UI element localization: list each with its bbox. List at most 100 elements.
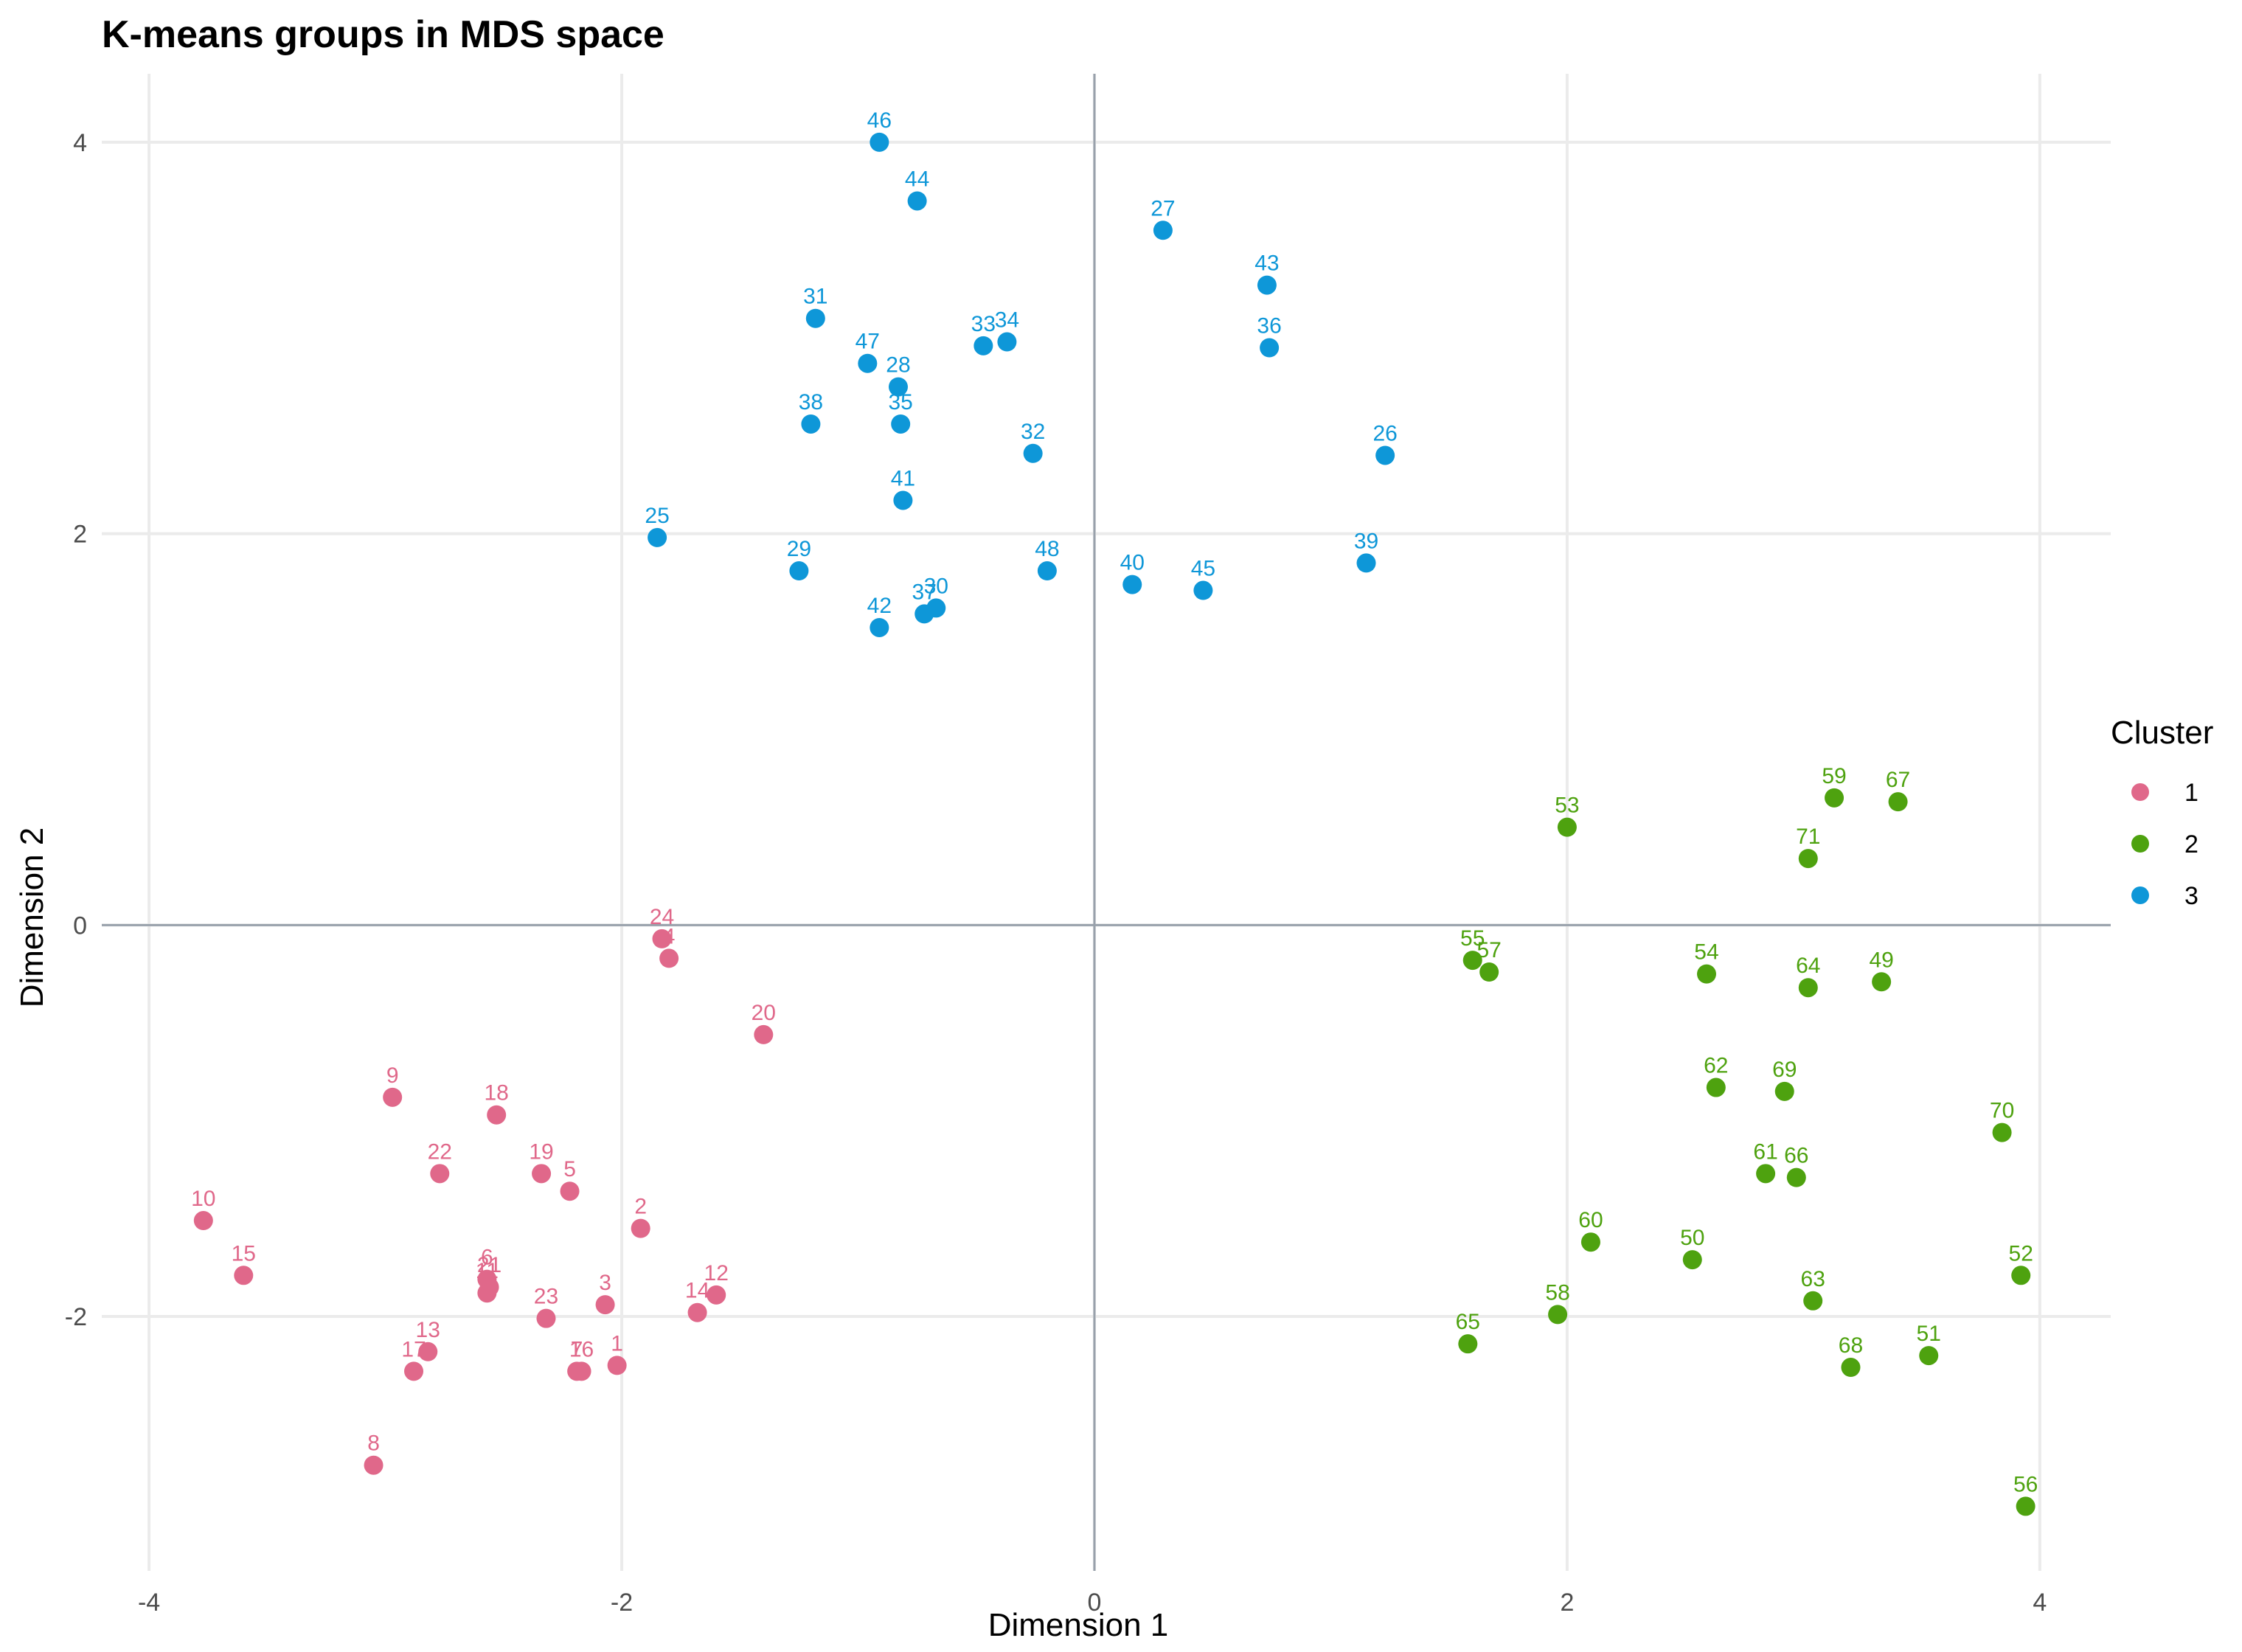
data-point-label: 22 bbox=[428, 1139, 452, 1164]
data-point-label: 9 bbox=[386, 1063, 399, 1088]
data-point bbox=[974, 336, 993, 355]
data-point-label: 34 bbox=[995, 308, 1019, 333]
data-point-label: 27 bbox=[1150, 196, 1175, 221]
data-point-label: 6 bbox=[481, 1246, 493, 1270]
data-point-label: 58 bbox=[1545, 1280, 1569, 1305]
data-point bbox=[193, 1211, 213, 1231]
data-point bbox=[1153, 221, 1173, 240]
data-point-label: 15 bbox=[232, 1241, 256, 1266]
data-point bbox=[754, 1024, 774, 1044]
data-point-label: 52 bbox=[2009, 1241, 2033, 1266]
data-point-label: 56 bbox=[2013, 1472, 2038, 1496]
data-point bbox=[1919, 1346, 1939, 1366]
y-axis-title: Dimension 2 bbox=[14, 827, 50, 1008]
data-point bbox=[1706, 1077, 1726, 1097]
data-point bbox=[659, 948, 679, 968]
chart-title: K-means groups in MDS space bbox=[102, 13, 664, 56]
data-point bbox=[1682, 1250, 1702, 1270]
data-point bbox=[888, 377, 908, 397]
data-point bbox=[1479, 962, 1499, 982]
data-point bbox=[1580, 1232, 1600, 1252]
data-point-label: 31 bbox=[803, 285, 827, 309]
data-point bbox=[1696, 964, 1716, 984]
data-point-label: 46 bbox=[867, 108, 892, 133]
data-point-label: 26 bbox=[1372, 421, 1397, 445]
data-point bbox=[652, 929, 672, 948]
reference-lines bbox=[102, 74, 2111, 1571]
data-point-label: 61 bbox=[1753, 1139, 1777, 1164]
data-point-label: 13 bbox=[416, 1318, 440, 1342]
x-tick-label: -2 bbox=[611, 1589, 633, 1617]
data-point-label: 50 bbox=[1680, 1226, 1704, 1250]
data-point-label: 41 bbox=[891, 466, 915, 490]
data-point bbox=[914, 604, 934, 624]
data-point bbox=[1458, 1334, 1478, 1354]
data-point bbox=[479, 1277, 499, 1297]
data-point bbox=[707, 1285, 726, 1305]
x-axis-title: Dimension 1 bbox=[988, 1607, 1169, 1643]
data-point-label: 43 bbox=[1254, 251, 1279, 276]
data-point bbox=[234, 1266, 254, 1285]
data-point bbox=[870, 617, 889, 637]
x-tick-label: -4 bbox=[138, 1589, 160, 1617]
data-point-label: 38 bbox=[799, 390, 823, 414]
data-point-label: 70 bbox=[1990, 1099, 2014, 1123]
data-point-label: 32 bbox=[1021, 420, 1045, 444]
data-point-label: 24 bbox=[650, 905, 674, 929]
data-point-label: 33 bbox=[971, 312, 996, 336]
y-tick-label: 0 bbox=[73, 912, 87, 940]
data-point bbox=[1023, 443, 1043, 463]
data-point-label: 16 bbox=[569, 1337, 594, 1361]
data-point-label: 10 bbox=[191, 1187, 215, 1211]
data-point bbox=[805, 308, 825, 328]
data-point-label: 54 bbox=[1694, 940, 1718, 965]
data-point-label: 30 bbox=[924, 574, 948, 598]
data-point bbox=[1462, 951, 1482, 971]
legend-title: Cluster bbox=[2111, 715, 2213, 751]
data-point-label: 21 bbox=[477, 1253, 502, 1277]
data-point bbox=[870, 132, 889, 152]
data-point bbox=[1786, 1167, 1806, 1187]
data-point-label: 48 bbox=[1035, 537, 1059, 561]
data-point-label: 59 bbox=[1822, 764, 1846, 788]
data-point-label: 65 bbox=[1456, 1310, 1480, 1334]
data-point bbox=[430, 1164, 450, 1184]
data-point-label: 44 bbox=[905, 167, 929, 191]
legend-key bbox=[2131, 783, 2149, 801]
data-point-label: 62 bbox=[1704, 1054, 1728, 1078]
data-point-label: 53 bbox=[1555, 794, 1579, 818]
data-point-label: 51 bbox=[1917, 1322, 1941, 1346]
data-point bbox=[1774, 1081, 1794, 1101]
data-point bbox=[858, 353, 878, 373]
data-point-label: 5 bbox=[563, 1157, 576, 1181]
data-point bbox=[532, 1164, 552, 1184]
data-point bbox=[891, 414, 911, 434]
data-point-label: 66 bbox=[1784, 1144, 1808, 1168]
data-point bbox=[383, 1087, 403, 1107]
data-point-label: 2 bbox=[634, 1195, 647, 1219]
data-point bbox=[2011, 1266, 2031, 1285]
data-point-label: 69 bbox=[1772, 1058, 1797, 1082]
data-point-label: 60 bbox=[1578, 1208, 1603, 1232]
y-axis-ticks: -2 0 2 4 bbox=[65, 129, 87, 1331]
data-point-label: 47 bbox=[856, 330, 880, 354]
data-point-label: 8 bbox=[367, 1431, 380, 1456]
data-point-label: 19 bbox=[529, 1139, 553, 1164]
data-point-label: 29 bbox=[787, 537, 811, 561]
data-point bbox=[1803, 1291, 1823, 1311]
x-axis-ticks: -4 -2 0 2 4 bbox=[138, 1589, 2047, 1617]
data-point-label: 28 bbox=[886, 353, 910, 378]
legend: Cluster 1 2 3 bbox=[2111, 715, 2213, 910]
data-point bbox=[1356, 553, 1376, 573]
data-point-label: 20 bbox=[752, 1001, 776, 1025]
data-point bbox=[364, 1455, 384, 1475]
x-tick-label: 4 bbox=[2033, 1589, 2047, 1617]
data-point bbox=[2016, 1496, 2036, 1516]
data-point-label: 18 bbox=[484, 1081, 508, 1106]
data-point bbox=[404, 1361, 424, 1381]
data-point-label: 68 bbox=[1839, 1333, 1863, 1358]
data-point-label: 35 bbox=[889, 390, 913, 414]
